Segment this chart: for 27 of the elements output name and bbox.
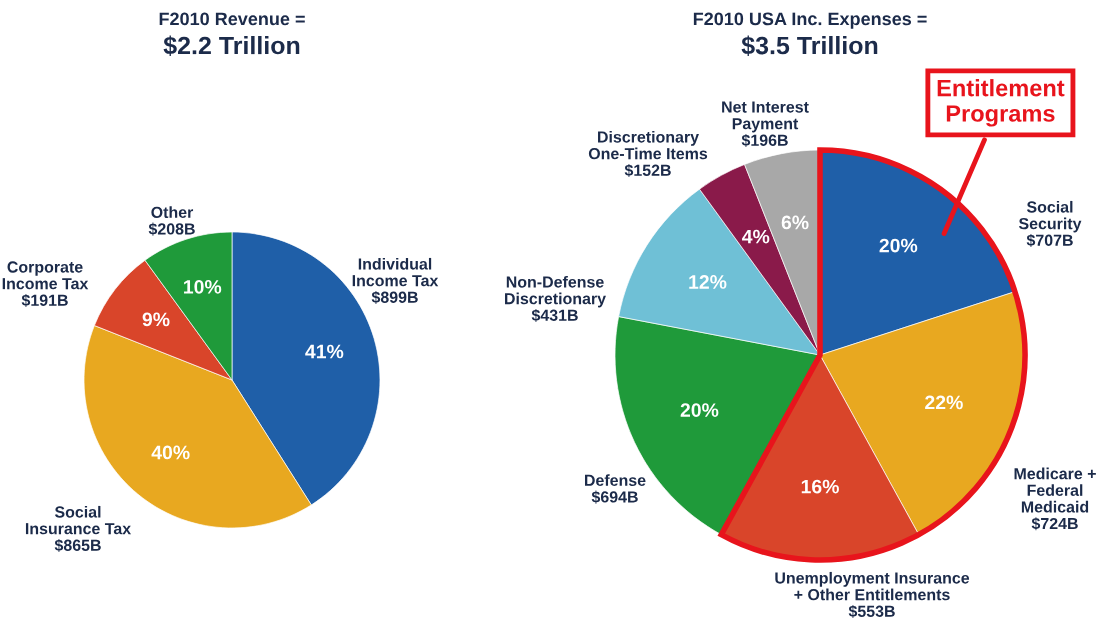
data-label: 12% xyxy=(689,275,727,289)
slice-label: Non-Defense Discretionary $431B xyxy=(505,275,606,322)
data-label: 20% xyxy=(879,238,918,253)
data-label: 22% xyxy=(925,395,963,410)
data-label: 41% xyxy=(305,344,344,359)
data-label: 9% xyxy=(142,312,170,327)
chart-subtitle: $2.2 Trillion xyxy=(163,35,300,56)
slice-label: Defense $694B xyxy=(585,474,646,504)
slice-label: Unemployment Insurance + Other Entitlements $553B xyxy=(775,571,970,618)
chart-title: F2010 USA Inc. Expenses = xyxy=(693,12,927,29)
slice-label: Medicare + Federal Medicaid $724B xyxy=(1014,467,1096,531)
slice-label: Discretionary One-Time Items $152B xyxy=(588,130,708,177)
data-label: 10% xyxy=(184,279,222,294)
slice-label: Other $208B xyxy=(148,206,195,236)
data-label: 6% xyxy=(781,215,809,230)
chart-subtitle: $3.5 Trillion xyxy=(741,35,878,56)
data-label: 20% xyxy=(680,403,719,417)
slice-label: Social Insurance Tax $865B xyxy=(25,505,132,552)
slice-label: Social Security $707B xyxy=(1018,200,1082,247)
text: Entitlement Programs xyxy=(937,79,1065,127)
slice-label: Corporate Income Tax $191B xyxy=(2,261,89,307)
data-label: 4% xyxy=(742,229,770,244)
data-label: 40% xyxy=(151,445,190,460)
data-label: 16% xyxy=(801,479,839,494)
slice-label: Individual Income Tax $899B xyxy=(352,257,439,304)
chart-title: F2010 Revenue = xyxy=(159,12,305,26)
slice-label: Net Interest Payment $196B xyxy=(722,101,809,147)
